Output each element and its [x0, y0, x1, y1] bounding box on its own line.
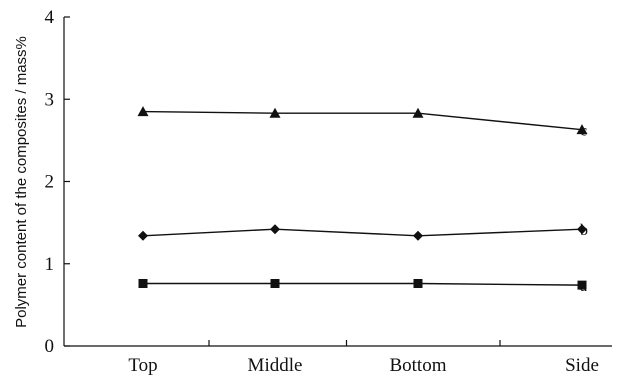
data-point-diamond — [138, 230, 148, 241]
data-point-square — [138, 278, 148, 288]
y-tick-label: 3 — [45, 89, 55, 110]
series-label: c — [580, 123, 587, 140]
data-point-triangle — [412, 107, 424, 118]
data-point-triangle — [137, 106, 149, 117]
series-line — [142, 228, 583, 237]
data-point-triangle — [269, 107, 281, 118]
data-point-square — [577, 280, 587, 290]
x-tick-label: Top — [128, 355, 157, 376]
x-ticks: Top Middle Bottom Side — [128, 340, 599, 376]
series-line — [143, 282, 583, 286]
y-tick-label: 2 — [45, 172, 55, 193]
data-point-diamond — [270, 224, 280, 235]
x-tick-label: Bottom — [389, 355, 446, 376]
series-layer: c b a — [137, 106, 588, 295]
y-tick-label: 1 — [45, 254, 55, 275]
x-tick-label: Side — [565, 355, 599, 376]
data-point-square — [270, 278, 280, 288]
series-b: b — [138, 222, 588, 241]
data-point-diamond — [413, 230, 423, 241]
data-point-square — [413, 278, 423, 288]
series-line — [142, 110, 583, 131]
data-point-triangle — [576, 124, 588, 135]
x-tick-label: Middle — [248, 355, 303, 376]
y-tick-label: 0 — [45, 336, 55, 357]
data-point-diamond — [577, 224, 587, 235]
series-a: a — [138, 278, 587, 295]
series-label: b — [580, 222, 588, 239]
y-tick-label: 4 — [45, 7, 55, 28]
axes: 0 1 2 3 4 Top Middle Bottom Side — [45, 7, 612, 376]
y-axis-title: Polymer content of the composites / mass… — [13, 36, 30, 328]
series-c: c — [137, 106, 588, 140]
series-label: a — [580, 278, 587, 295]
y-ticks: 0 1 2 3 4 — [45, 7, 70, 357]
